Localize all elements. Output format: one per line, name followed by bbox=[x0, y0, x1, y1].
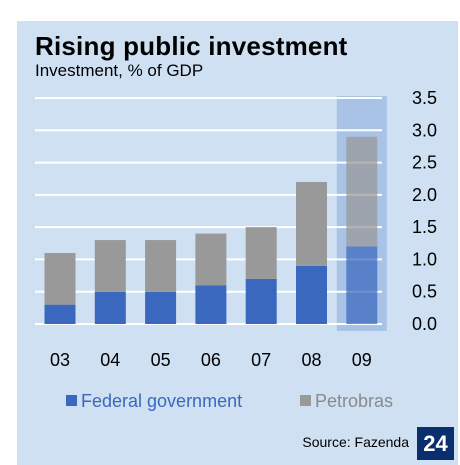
x-tick-label: 07 bbox=[251, 350, 271, 370]
source-note: Source: Fazenda bbox=[302, 434, 409, 450]
x-tick-label: 04 bbox=[100, 350, 120, 370]
bar-federal bbox=[94, 291, 126, 324]
x-tick-label: 03 bbox=[50, 350, 70, 370]
bar-petrobras bbox=[296, 181, 327, 266]
legend-swatch bbox=[66, 395, 77, 406]
x-tick-label: 05 bbox=[151, 350, 171, 370]
y-tick-label: 1.0 bbox=[412, 249, 437, 269]
y-tick-label: 0.0 bbox=[412, 314, 437, 334]
bar-petrobras bbox=[195, 233, 227, 286]
chart-title: Rising public investment bbox=[35, 31, 348, 61]
y-tick-label: 3.0 bbox=[412, 120, 437, 140]
legend-label: Federal government bbox=[81, 391, 242, 411]
bar-federal bbox=[346, 246, 378, 324]
bar-federal bbox=[195, 285, 227, 324]
page-number-badge: 24 bbox=[417, 427, 454, 460]
chart-subtitle: Investment, % of GDP bbox=[35, 61, 204, 80]
bar-petrobras bbox=[94, 240, 126, 292]
bar-petrobras bbox=[145, 240, 177, 292]
x-tick-label: 09 bbox=[352, 350, 372, 370]
bar-federal bbox=[296, 265, 327, 324]
bar-petrobras bbox=[44, 252, 76, 305]
chart-plot: 0.0 0.5 1.0 1.5 2.0 2.5 3.0 3.5 03 04 05 06 07 08 09 Fe… bbox=[35, 88, 437, 411]
y-tick-label: 2.5 bbox=[412, 153, 437, 173]
y-tick-label: 2.0 bbox=[412, 185, 437, 205]
bar-federal bbox=[44, 304, 76, 324]
bar-federal bbox=[245, 278, 277, 324]
bar-petrobras bbox=[245, 227, 277, 279]
legend-swatch bbox=[300, 395, 311, 406]
x-tick-label: 06 bbox=[201, 350, 221, 370]
y-tick-label: 0.5 bbox=[412, 282, 437, 302]
y-tick-label: 3.5 bbox=[412, 88, 437, 108]
legend-label: Petrobras bbox=[315, 391, 393, 411]
y-tick-label: 1.5 bbox=[412, 217, 437, 237]
chart-card: Rising public investment Investment, % o… bbox=[17, 21, 458, 465]
bar-federal bbox=[145, 291, 177, 324]
bar-petrobras bbox=[346, 136, 378, 247]
x-tick-label: 08 bbox=[301, 350, 321, 370]
